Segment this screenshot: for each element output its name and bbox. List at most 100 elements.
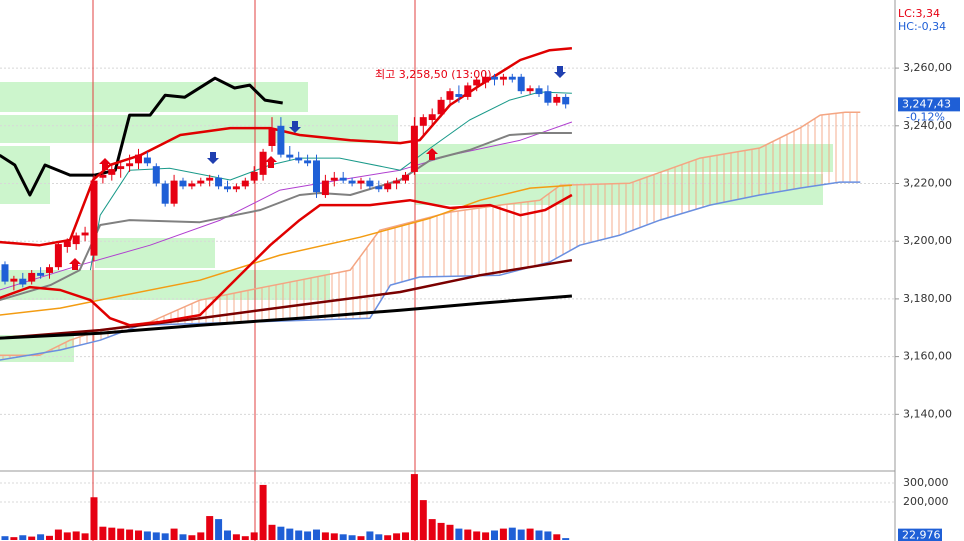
volume-bar (277, 526, 285, 540)
candle-body (188, 183, 196, 187)
volume-bar (464, 529, 472, 540)
volume-tag-label: 22,976 (902, 529, 941, 541)
candle-body (473, 79, 481, 86)
candle-body (72, 235, 80, 245)
lc-label: LC:3,34 (898, 7, 940, 20)
candle-body (330, 177, 338, 181)
volume-bar (188, 535, 196, 540)
candle-body (108, 169, 116, 175)
candle-body (223, 186, 231, 190)
candle-body (321, 180, 329, 196)
volume-bar (437, 522, 445, 540)
candle-body (161, 183, 169, 204)
candle-body (206, 177, 214, 181)
candle-body (215, 177, 223, 187)
indicator-line (0, 184, 572, 316)
hc-label: HC:-0,34 (898, 20, 946, 33)
volume (1, 474, 570, 540)
volume-bar (259, 484, 267, 540)
axis-bg (895, 0, 964, 541)
candle-body (419, 117, 427, 126)
volume-bar (90, 497, 98, 540)
candle-body (63, 241, 71, 247)
price-tag (898, 97, 960, 112)
annotation: 최고 3,258,50 (13:00) (375, 68, 492, 81)
volume-bar (304, 531, 312, 540)
volume-bar (179, 534, 187, 540)
y-tick-label: 3,160,00 (903, 350, 952, 363)
indicator-line (0, 76, 283, 197)
candle-body (90, 180, 98, 256)
candle-body (526, 88, 534, 92)
indicator-line (0, 258, 573, 340)
candle-body (1, 264, 9, 282)
candle-body (259, 151, 267, 175)
candle-body (45, 267, 53, 273)
candle-body (464, 85, 472, 97)
candle-body (277, 125, 285, 155)
volume-bar (108, 527, 116, 540)
candle-body (535, 88, 543, 95)
indicator-line (89, 91, 572, 271)
candle-body (499, 76, 507, 80)
candle-body (375, 186, 383, 190)
volume-bar (366, 531, 374, 540)
candle-body (250, 171, 258, 181)
candle-body (562, 96, 570, 105)
volume-bar (535, 530, 543, 540)
candle-body (348, 180, 356, 184)
y-tick-label: 3,220,00 (903, 176, 952, 189)
volume-bar (117, 528, 125, 540)
cloud-fill (0, 112, 861, 361)
candle-body (482, 76, 490, 83)
candle-body (553, 96, 561, 103)
candle-body (437, 99, 445, 115)
candle-body (446, 91, 454, 100)
volume-bar (508, 527, 516, 540)
volume-bar (499, 528, 507, 540)
volume-bar (526, 528, 534, 540)
candle-body (517, 76, 525, 92)
volume-bar (206, 516, 214, 540)
y-tick-label: 3,180,00 (903, 292, 952, 305)
axis: 3,260,00 3,240,00 3,220,00 3,200,00 3,180,00… (895, 61, 960, 541)
y-tick-label: 3,200,00 (903, 234, 952, 247)
candles (1, 72, 570, 291)
candle-body (117, 166, 125, 170)
volume-bar (482, 532, 490, 540)
candle-body (232, 186, 240, 190)
volume-bar (330, 533, 338, 540)
candle-body (401, 174, 409, 181)
volume-bar (286, 528, 294, 540)
volume-bar (63, 532, 71, 540)
volume-bar (81, 533, 89, 540)
candle-body (295, 157, 303, 161)
indicator-line (0, 193, 573, 327)
volume-bar (54, 529, 62, 540)
y-tick-label: 3,240,00 (903, 119, 952, 132)
volume-bar (45, 535, 53, 540)
candle-body (179, 180, 187, 187)
candle-body (81, 232, 89, 236)
volume-bar (28, 536, 36, 540)
change-label: -0,12% (906, 110, 945, 123)
candle-body (268, 128, 276, 146)
volume-bar (134, 530, 142, 540)
y-tick-label: 3,260,00 (903, 61, 952, 74)
volume-bar (99, 526, 107, 540)
candle-body (241, 180, 249, 187)
volume-bar (490, 530, 498, 540)
candle-body (366, 180, 374, 187)
volume-bar (419, 500, 427, 540)
candle-body (54, 244, 62, 268)
volume-bar (393, 533, 401, 540)
candle-body (455, 94, 463, 97)
volume-bar (250, 532, 258, 540)
volume-bar (384, 535, 392, 540)
volume-bar (339, 534, 347, 540)
candle-body (126, 163, 134, 167)
candle-body (197, 180, 205, 184)
volume-bar (143, 531, 151, 540)
candle-body (170, 180, 178, 204)
volume-bar (215, 519, 223, 540)
